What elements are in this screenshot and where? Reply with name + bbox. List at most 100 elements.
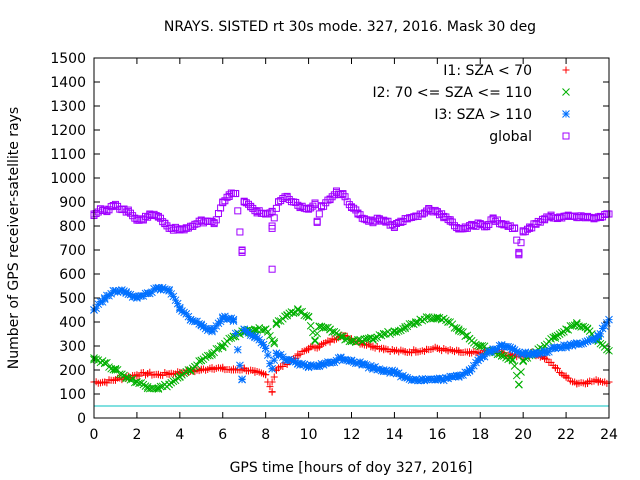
y-tick-label: 400 (59, 315, 86, 331)
data-point (266, 359, 274, 368)
data-point (307, 204, 315, 212)
data-point (268, 222, 276, 230)
x-tick-labels: 0 2 4 6 8 10 12 14 16 18 20 22 24 (90, 427, 618, 443)
y-tick-labels: 0 100 200 300 400 500 600 700 800 900 1000 1100 1200… (50, 51, 86, 427)
data-point (281, 355, 289, 364)
data-point (557, 328, 566, 337)
data-point (468, 222, 476, 230)
data-point (405, 375, 414, 383)
legend-label: I1: SZA < 70 (443, 63, 532, 79)
data-point (450, 372, 459, 381)
data-point (347, 337, 356, 346)
data-point (461, 332, 470, 341)
data-point (144, 370, 152, 378)
data-point (483, 222, 491, 230)
data-point (472, 340, 480, 349)
data-point (551, 344, 560, 353)
data-point (446, 217, 454, 225)
data-point (100, 294, 109, 302)
data-point (332, 188, 340, 196)
y-tick-label: 500 (59, 291, 86, 307)
data-point (294, 352, 302, 360)
y-tick-label: 1200 (50, 123, 86, 139)
data-point (504, 342, 512, 351)
data-point (336, 354, 345, 362)
x-tick-label: 6 (218, 427, 227, 443)
data-point (336, 332, 345, 341)
legend: I1: SZA < 70 I2: 70 <= SZA <= 110 I3: SZA … (372, 63, 570, 145)
x-tick-label: 18 (471, 427, 489, 443)
data-point (422, 313, 431, 322)
legend-label: global (489, 129, 532, 145)
data-point (382, 217, 390, 225)
data-point (493, 345, 502, 354)
data-point (317, 322, 326, 331)
data-point (412, 347, 420, 355)
data-point (568, 321, 577, 330)
data-point (326, 196, 334, 204)
data-point (219, 365, 227, 373)
data-point (517, 239, 525, 247)
data-point (433, 314, 442, 323)
data-point (390, 327, 399, 336)
data-point (528, 224, 536, 232)
data-point (532, 220, 540, 228)
data-point (369, 342, 377, 350)
data-point (600, 322, 609, 330)
data-point (197, 320, 206, 329)
data-point (403, 374, 412, 382)
x-tick-label: 8 (261, 427, 270, 443)
data-point (510, 362, 519, 370)
data-point (165, 286, 173, 295)
data-point (433, 344, 441, 352)
legend-label: I2: 70 <= SZA <= 110 (372, 85, 532, 101)
data-point (523, 225, 531, 233)
data-point (124, 208, 132, 216)
data-point (313, 329, 322, 338)
data-point (122, 373, 131, 382)
data-point (146, 210, 154, 218)
y-axis-label: Number of GPS receiver-satellite rays (6, 107, 22, 369)
x-tick-label: 2 (132, 427, 141, 443)
data-point (350, 204, 358, 212)
data-point (467, 364, 476, 373)
data-point (266, 331, 274, 340)
data-point (362, 360, 371, 369)
data-point (315, 322, 324, 331)
data-point (454, 326, 463, 335)
data-point (173, 374, 182, 382)
data-point (581, 337, 590, 346)
data-point (379, 330, 388, 338)
data-point (511, 224, 519, 232)
data-point (103, 358, 111, 367)
data-point (444, 347, 452, 355)
data-point (154, 384, 163, 392)
data-point (229, 366, 237, 374)
y-tick-label: 600 (59, 267, 86, 283)
data-point (270, 373, 278, 381)
data-point (218, 313, 227, 322)
series-3 (90, 283, 613, 385)
data-point (422, 375, 431, 384)
data-point (354, 359, 362, 367)
data-point (358, 337, 367, 346)
data-point (160, 285, 169, 293)
data-point (261, 325, 270, 334)
data-point (508, 356, 517, 365)
data-point (111, 286, 120, 295)
data-point (545, 347, 553, 356)
data-point (223, 315, 231, 324)
data-point (188, 317, 197, 325)
data-point (502, 220, 510, 228)
data-point (575, 214, 583, 222)
data-point (233, 345, 242, 354)
chart-title: NRAYS. SISTED rt 30s mode. 327, 2016. Ma… (164, 19, 536, 35)
data-point (401, 322, 409, 331)
x-tick-label: 10 (300, 427, 318, 443)
data-point (274, 316, 283, 325)
data-point (270, 339, 279, 348)
data-point (583, 337, 592, 346)
data-point (542, 348, 551, 357)
data-point (169, 292, 178, 301)
data-point (390, 222, 398, 230)
